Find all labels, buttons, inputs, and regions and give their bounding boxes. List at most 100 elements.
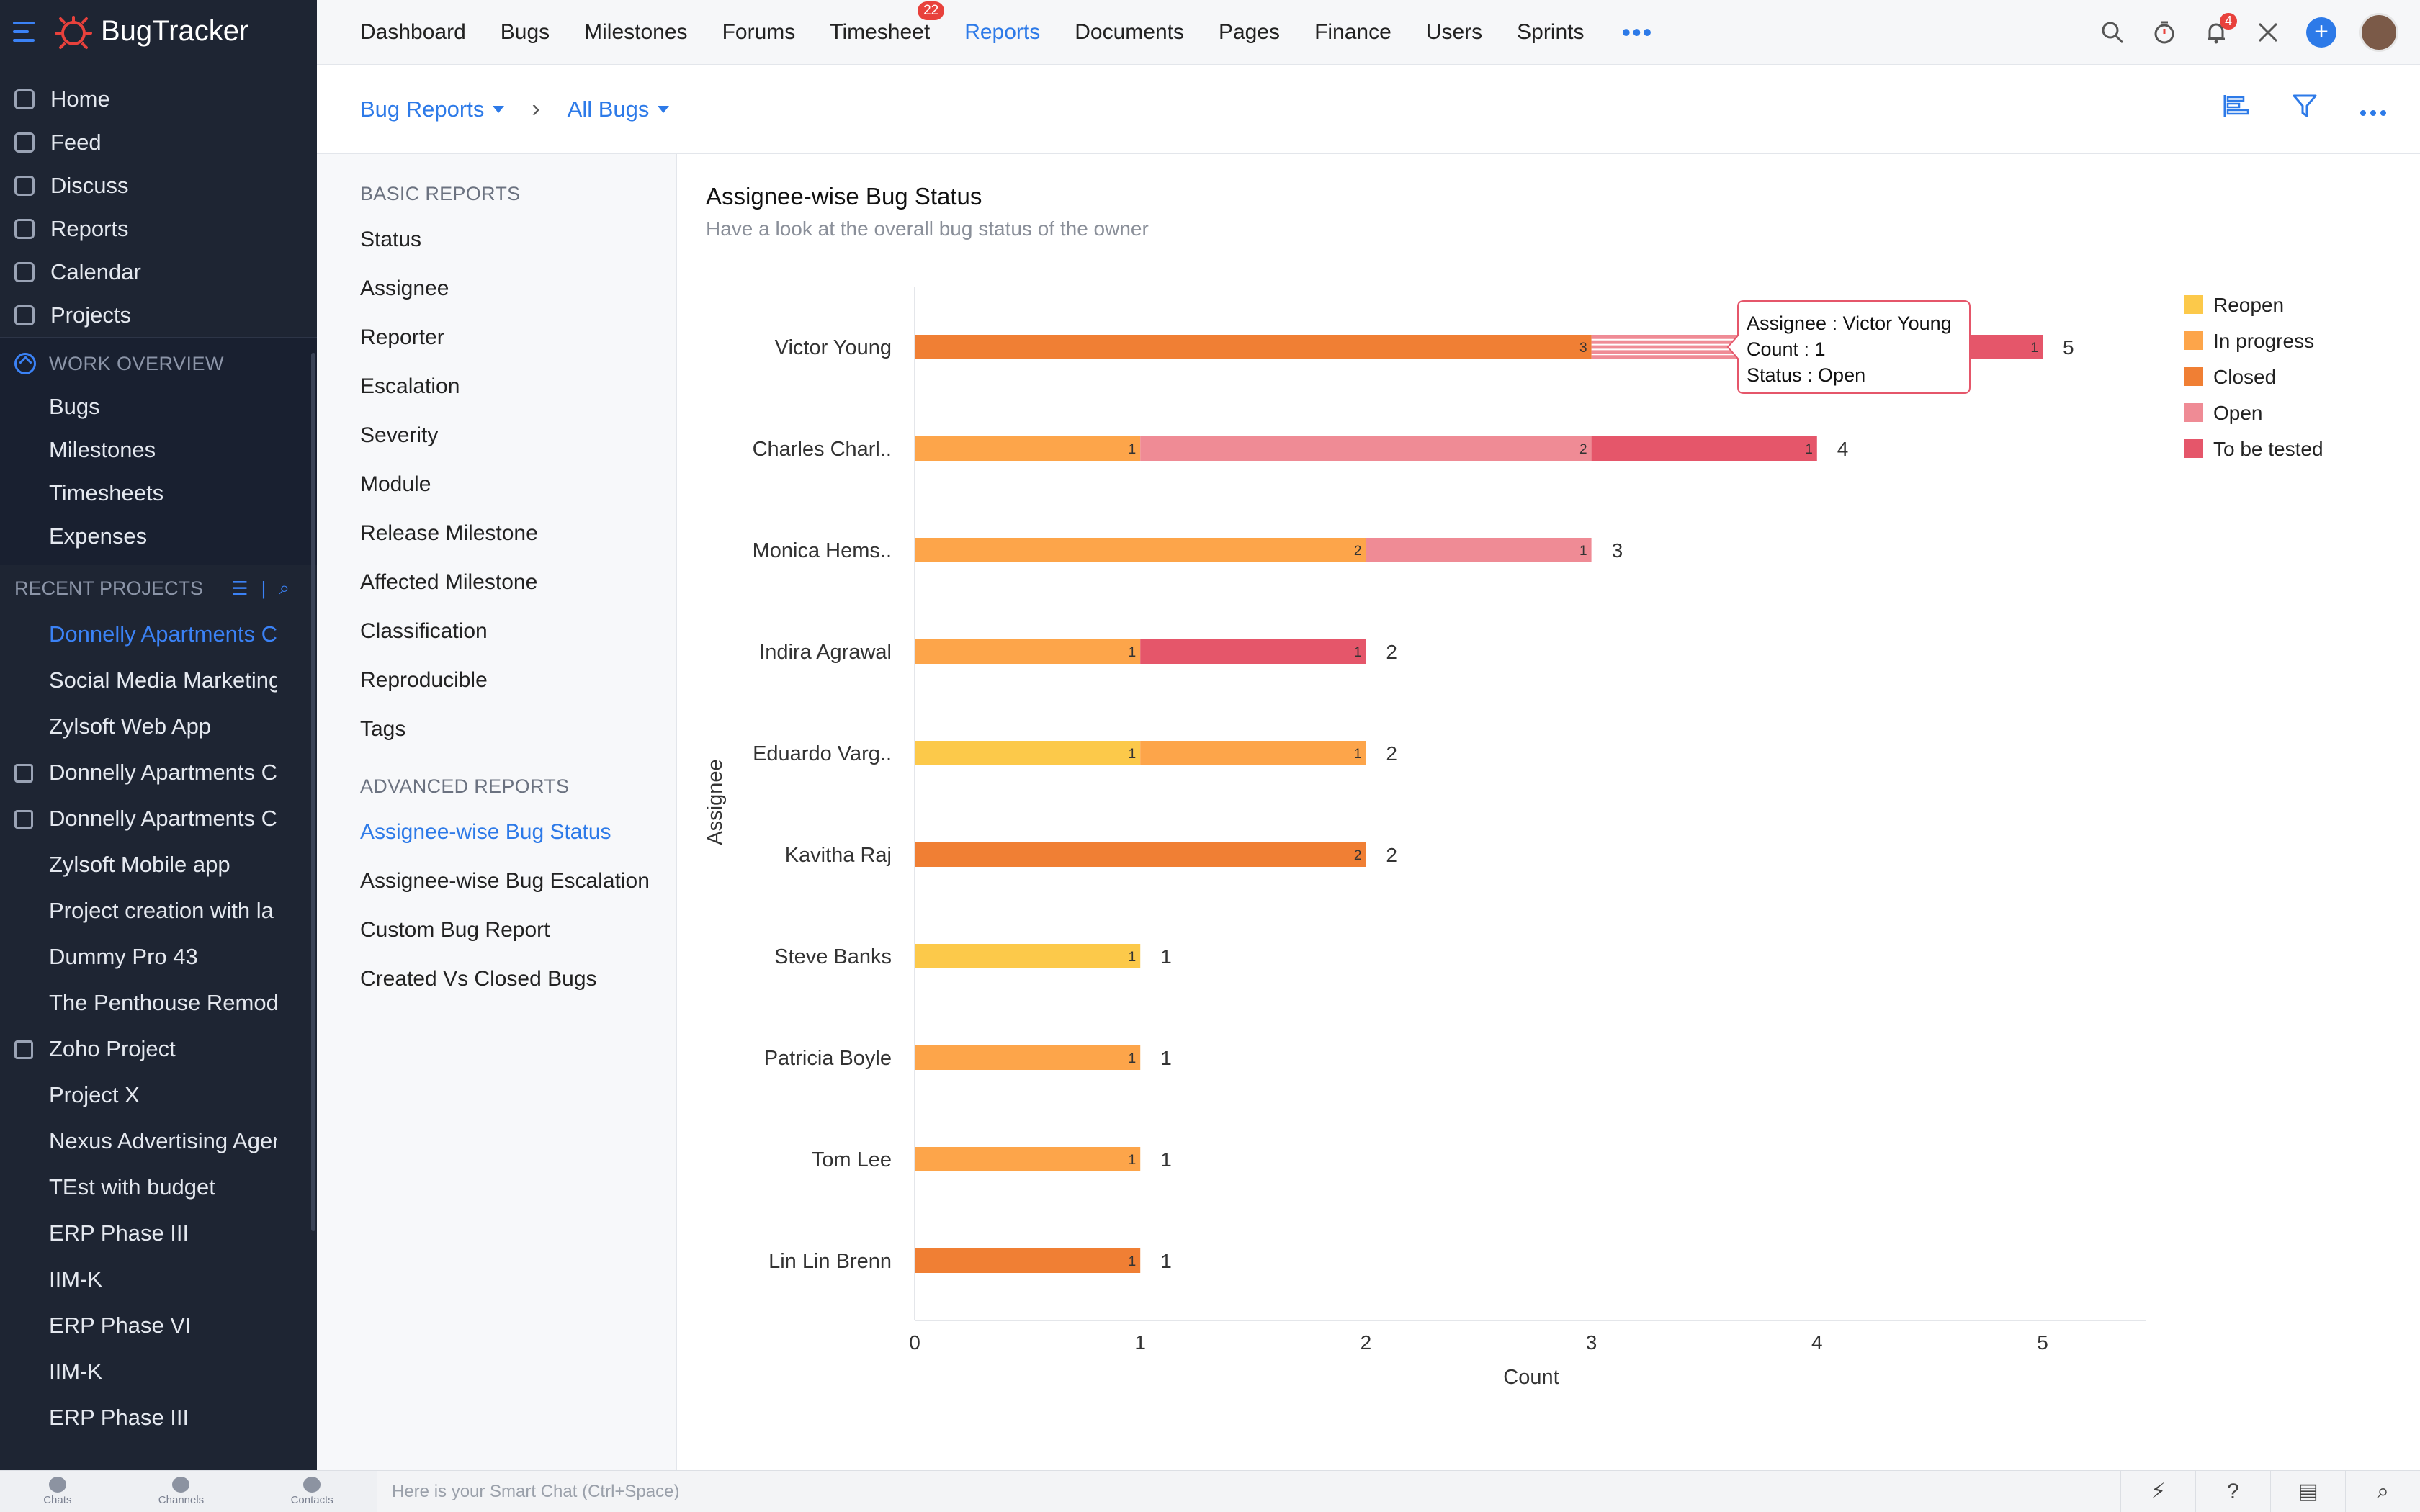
bar-segment[interactable] xyxy=(1366,538,1592,562)
legend-label[interactable]: To be tested xyxy=(2213,438,2323,460)
report-link[interactable]: Custom Bug Report xyxy=(360,918,550,942)
tab-forums[interactable]: Forums xyxy=(722,20,796,45)
report-link[interactable]: Classification xyxy=(360,619,488,643)
bar-segment[interactable] xyxy=(1140,436,1592,461)
tab-timesheet[interactable]: Timesheet 22 xyxy=(830,1,945,45)
sidebar-item-feed[interactable]: Feed xyxy=(0,121,317,164)
bar-segment[interactable] xyxy=(915,639,1141,664)
all-bugs-dropdown[interactable]: All Bugs xyxy=(568,96,670,122)
report-link[interactable]: Assignee-wise Bug Escalation xyxy=(360,869,650,893)
report-link[interactable]: Release Milestone xyxy=(360,521,538,545)
recent-project-item[interactable]: Project X xyxy=(0,1072,277,1118)
legend-swatch[interactable] xyxy=(2184,403,2203,422)
tab-sprints[interactable]: Sprints xyxy=(1517,20,1584,45)
report-link[interactable]: Module xyxy=(360,472,431,496)
report-link[interactable]: Assignee xyxy=(360,276,449,300)
recent-project-item[interactable]: Zylsoft Web App xyxy=(0,703,277,750)
bar-segment[interactable] xyxy=(915,1045,1141,1070)
tab-finance[interactable]: Finance xyxy=(1314,20,1392,45)
recent-project-item[interactable]: Donnelly Apartments C xyxy=(0,611,277,657)
tab-dashboard[interactable]: Dashboard xyxy=(360,20,466,45)
legend-label[interactable]: Reopen xyxy=(2213,294,2284,316)
tab-bugs[interactable]: Bugs xyxy=(501,20,550,45)
legend-swatch[interactable] xyxy=(2184,367,2203,386)
report-link[interactable]: Severity xyxy=(360,423,439,447)
bar-segment[interactable] xyxy=(915,538,1366,562)
report-link[interactable]: Affected Milestone xyxy=(360,570,538,594)
work-item-timesheets[interactable]: Timesheets xyxy=(49,480,164,505)
recent-project-item[interactable]: Donnelly Apartments C xyxy=(0,750,277,796)
report-link[interactable]: Assignee-wise Bug Status xyxy=(360,820,611,844)
user-avatar[interactable] xyxy=(2360,12,2398,52)
recent-project-item[interactable]: ERP Phase VI xyxy=(0,1302,277,1349)
bar-segment[interactable] xyxy=(915,842,1366,867)
report-link[interactable]: Escalation xyxy=(360,374,460,398)
bar-segment[interactable] xyxy=(1591,436,1817,461)
bug-reports-dropdown[interactable]: Bug Reports xyxy=(360,96,505,122)
smart-chat-input[interactable]: Here is your Smart Chat (Ctrl+Space) xyxy=(392,1481,680,1501)
chart-type-icon[interactable] xyxy=(2223,94,2250,125)
work-item-milestones[interactable]: Milestones xyxy=(49,437,156,462)
timer-icon[interactable] xyxy=(2151,19,2178,46)
recent-project-item[interactable]: The Penthouse Remode xyxy=(0,980,277,1026)
tab-reports[interactable]: Reports xyxy=(964,20,1040,45)
bar-segment[interactable] xyxy=(915,1248,1141,1273)
notes-icon[interactable]: ▤ xyxy=(2270,1470,2345,1512)
menu-toggle-icon[interactable] xyxy=(13,21,39,42)
recent-project-item[interactable]: Social Media Marketing xyxy=(0,657,277,703)
report-link[interactable]: Reproducible xyxy=(360,668,488,692)
recent-project-item[interactable]: Dummy Pro 43 xyxy=(0,934,277,980)
recent-project-item[interactable]: Donnelly Apartments C xyxy=(0,796,277,842)
work-item-bugs[interactable]: Bugs xyxy=(49,394,100,419)
recent-project-item[interactable]: ERP Phase III xyxy=(0,1210,277,1256)
more-tabs-icon[interactable]: ••• xyxy=(1621,17,1654,47)
contacts-button[interactable]: Contacts xyxy=(291,1477,333,1506)
bar-segment[interactable] xyxy=(1140,741,1366,765)
work-overview-header[interactable]: WORK OVERVIEW xyxy=(0,342,317,385)
recent-project-item[interactable]: Zoho Project xyxy=(0,1026,277,1072)
tab-users[interactable]: Users xyxy=(1426,20,1482,45)
recent-project-item[interactable]: Zylsoft Mobile app xyxy=(0,842,277,888)
recent-project-item[interactable]: TEst with budget xyxy=(0,1164,277,1210)
search-icon[interactable] xyxy=(2099,19,2126,46)
add-new-button[interactable]: + xyxy=(2306,17,2336,48)
tab-pages[interactable]: Pages xyxy=(1219,20,1280,45)
report-link[interactable]: Status xyxy=(360,228,422,251)
search-projects-icon[interactable]: ⌕ xyxy=(279,577,290,598)
sidebar-scrollbar[interactable] xyxy=(311,353,315,1231)
report-link[interactable]: Created Vs Closed Bugs xyxy=(360,967,597,991)
recent-project-item[interactable]: ERP Phase III xyxy=(0,1395,277,1441)
legend-swatch[interactable] xyxy=(2184,295,2203,314)
legend-label[interactable]: Closed xyxy=(2213,366,2276,388)
legend-label[interactable]: In progress xyxy=(2213,330,2314,352)
bar-segment[interactable] xyxy=(915,1147,1141,1171)
tools-icon[interactable] xyxy=(2254,19,2282,46)
work-item-expenses[interactable]: Expenses xyxy=(49,523,148,549)
sidebar-item-projects[interactable]: Projects xyxy=(0,294,317,337)
report-link[interactable]: Reporter xyxy=(360,325,444,349)
legend-label[interactable]: Open xyxy=(2213,402,2263,424)
bar-segment[interactable] xyxy=(915,944,1141,968)
bar-segment[interactable] xyxy=(915,436,1141,461)
notification-bell-icon[interactable]: 4 xyxy=(2202,12,2237,46)
more-options-icon[interactable] xyxy=(2360,95,2387,123)
sidebar-item-calendar[interactable]: Calendar xyxy=(0,251,317,294)
legend-swatch[interactable] xyxy=(2184,331,2203,350)
plugin-icon[interactable]: ⚡ xyxy=(2120,1470,2195,1512)
bar-segment[interactable] xyxy=(915,335,1592,359)
sidebar-item-discuss[interactable]: Discuss xyxy=(0,164,317,207)
zoom-search-icon[interactable]: ⌕ xyxy=(2345,1470,2420,1512)
tab-documents[interactable]: Documents xyxy=(1075,20,1184,45)
chats-button[interactable]: Chats xyxy=(43,1477,71,1506)
recent-project-item[interactable]: Nexus Advertising Ager xyxy=(0,1118,277,1164)
filter-settings-icon[interactable]: ☰ xyxy=(231,577,248,599)
bar-segment[interactable] xyxy=(915,741,1141,765)
help-icon[interactable]: ? xyxy=(2195,1470,2270,1512)
recent-project-item[interactable]: Project creation with la xyxy=(0,888,277,934)
tab-milestones[interactable]: Milestones xyxy=(584,20,687,45)
sidebar-item-reports[interactable]: Reports xyxy=(0,207,317,251)
recent-project-item[interactable]: IIM-K xyxy=(0,1349,277,1395)
sidebar-item-home[interactable]: Home xyxy=(0,78,317,121)
report-link[interactable]: Tags xyxy=(360,717,406,741)
recent-project-item[interactable]: IIM-K xyxy=(0,1256,277,1302)
